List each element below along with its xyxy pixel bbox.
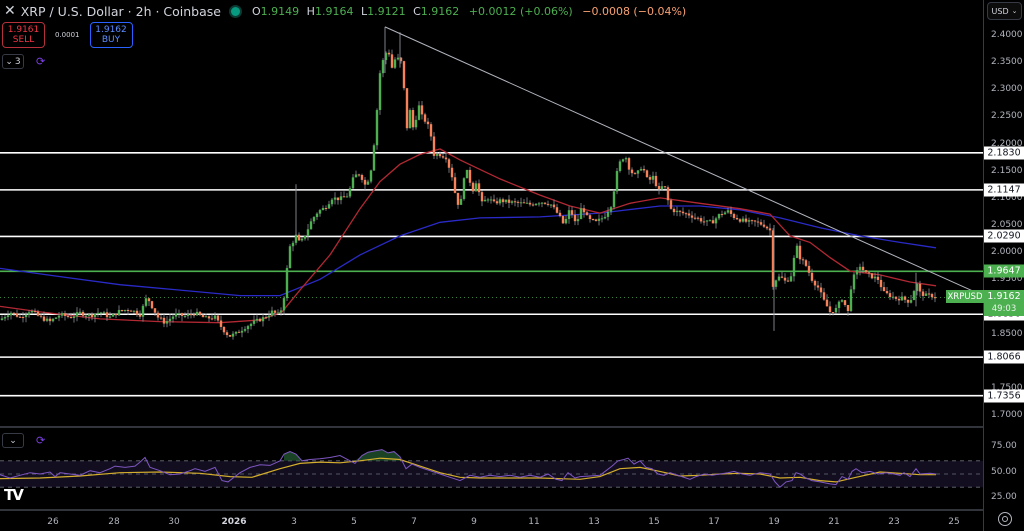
time-tick: 3 (291, 517, 297, 527)
price-tick: 2.3000 (991, 84, 1023, 95)
price-tick: 2.2500 (991, 111, 1023, 122)
trade-panel: 1.9161 SELL 0.0001 1.9162 BUY (2, 22, 133, 48)
chevron-down-icon: ⌄ (9, 435, 17, 446)
price-tick: 2.3500 (991, 57, 1023, 68)
sync-icon[interactable]: ⟳ (36, 55, 46, 68)
chevron-down-icon: ⌄ (5, 56, 13, 67)
level-price-label: 1.7356 (984, 389, 1024, 403)
change-value: +0.0012 (+0.06%) (468, 4, 573, 18)
indicator-controls: ⌄ 3 ⟳ (2, 54, 45, 69)
level-price-label: 2.0290 (984, 229, 1024, 243)
level-price-label: 1.9647 (984, 264, 1024, 278)
bar-countdown: 49:03 (991, 304, 1017, 314)
time-tick: 30 (168, 517, 180, 527)
open-value: 1.9149 (260, 4, 300, 18)
symbol-price-tag: XRPUSD (946, 290, 984, 303)
time-tick: 9 (471, 517, 477, 527)
price-tick: 2.2000 (991, 138, 1023, 149)
price-tick: 2.0500 (991, 220, 1023, 230)
low-value: 1.9121 (367, 4, 406, 18)
time-tick: 17 (708, 517, 720, 527)
high-value: 1.9164 (314, 4, 354, 18)
time-tick: 13 (588, 517, 600, 527)
sync-icon[interactable]: ⟳ (36, 434, 46, 447)
currency-selector[interactable]: USD ⌄ (987, 2, 1022, 20)
price-axis[interactable] (983, 0, 1024, 531)
price-tick: 2.1000 (991, 192, 1023, 203)
spread-value: 0.0001 (55, 31, 80, 39)
symbol-title[interactable]: XRP / U.S. Dollar · 2h · Coinbase (20, 3, 221, 19)
time-tick: 2026 (221, 517, 247, 527)
time-tick: 28 (108, 517, 120, 527)
price-tick: 1.9500 (991, 274, 1023, 285)
time-tick: 7 (411, 517, 417, 527)
time-tick: 25 (948, 517, 960, 527)
level-price-label: 2.1830 (984, 146, 1024, 160)
market-status-icon (231, 6, 240, 16)
symbol-header: ✕ XRP / U.S. Dollar · 2h · Coinbase O1.9… (4, 2, 686, 20)
time-tick: 19 (768, 517, 780, 527)
time-tick: 11 (528, 517, 540, 527)
price-tick: 2.1500 (991, 165, 1023, 176)
close-icon[interactable]: ✕ (4, 3, 16, 19)
level-price-label: 1.8066 (984, 350, 1024, 364)
current-price-label: 1.9162 49:03 (984, 290, 1024, 316)
rsi-tick: 25.00 (991, 492, 1017, 502)
buy-button[interactable]: 1.9162 BUY (89, 22, 133, 48)
collapse-indicators-button[interactable]: ⌄ 3 (2, 54, 24, 69)
time-tick: 5 (351, 517, 357, 527)
rsi-tick: 50.00 (991, 467, 1017, 477)
tradingview-logo[interactable]: TV (4, 486, 24, 504)
collapse-rsi-button[interactable]: ⌄ (2, 433, 24, 448)
level-price-label: 2.1147 (984, 183, 1024, 197)
ohlc-values: O1.9149 H1.9164 L1.9121 C1.9162 +0.0012 … (252, 4, 687, 18)
rsi-controls: ⌄ ⟳ (2, 433, 45, 448)
price-tick: 1.7000 (991, 410, 1023, 420)
time-tick: 21 (828, 517, 840, 527)
rsi-tick: 75.00 (991, 441, 1017, 451)
price-tick: 2.0000 (991, 247, 1023, 258)
time-tick: 15 (648, 517, 660, 527)
time-tick: 23 (888, 517, 900, 527)
change-secondary-value: −0.0008 (−0.04%) (582, 4, 687, 18)
chevron-down-icon: ⌄ (1011, 7, 1018, 15)
price-tick: 1.8500 (991, 328, 1023, 339)
close-value: 1.9162 (420, 4, 460, 18)
time-tick: 26 (47, 517, 59, 527)
price-tick: 2.4000 (991, 30, 1023, 40)
sell-button[interactable]: 1.9161 SELL (2, 22, 45, 48)
settings-gear-icon[interactable] (998, 512, 1012, 526)
price-tick: 1.7500 (991, 382, 1023, 393)
